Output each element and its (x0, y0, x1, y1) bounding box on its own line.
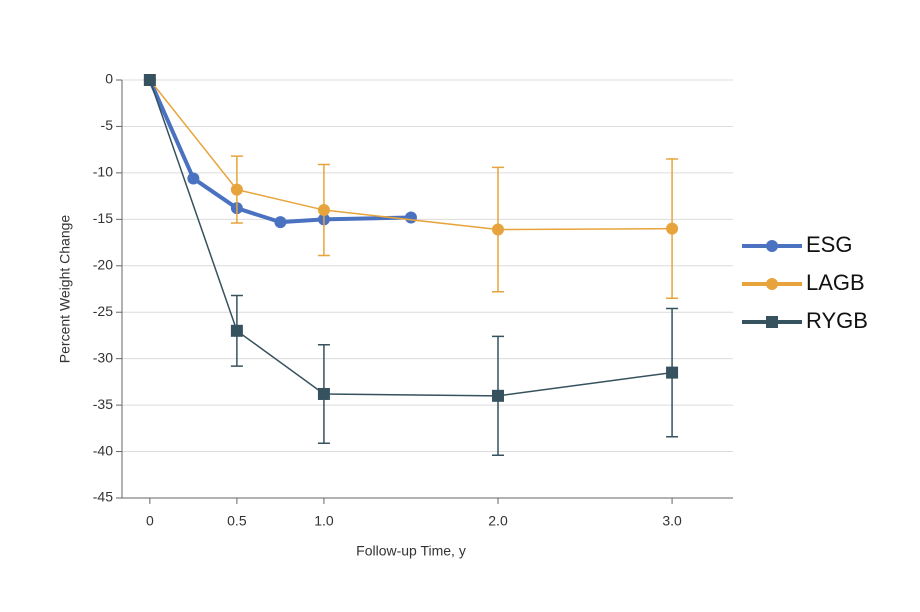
data-point (492, 223, 504, 236)
y-axis-label: Percent Weight Change (57, 215, 73, 364)
y-tick-label: -35 (93, 396, 113, 412)
y-tick-label: -30 (93, 349, 113, 365)
data-point (230, 183, 243, 196)
y-tick-label: -45 (93, 489, 113, 505)
y-tick-label: -20 (93, 256, 113, 272)
x-tick-label: 3.0 (662, 513, 682, 529)
legend-label: LAGB (806, 270, 865, 295)
series-line (148, 79, 412, 225)
data-point (230, 324, 243, 337)
x-tick-label: 2.0 (488, 513, 508, 529)
y-tick-label: -10 (93, 164, 113, 180)
legend-label: ESG (806, 232, 852, 257)
y-tick-label: 0 (105, 71, 113, 87)
y-tick-label: -5 (101, 117, 114, 133)
data-point (404, 211, 417, 224)
x-tick-label: 1.0 (314, 513, 334, 529)
legend-marker (766, 316, 778, 328)
y-tick-label: -15 (93, 210, 113, 226)
data-point (143, 74, 156, 86)
legend-label: RYGB (806, 308, 868, 333)
data-point (666, 222, 679, 235)
series-line (149, 79, 673, 397)
data-point (187, 172, 200, 185)
x-tick-label: 0.5 (227, 513, 247, 529)
legend-marker (766, 278, 778, 290)
y-tick-label: -25 (93, 303, 113, 319)
data-point (317, 387, 330, 400)
data-point (317, 204, 330, 217)
data-point (666, 366, 679, 379)
x-axis-label: Follow-up Time, y (356, 543, 466, 559)
x-tick-label: 0 (146, 513, 154, 529)
data-point (274, 216, 287, 229)
y-tick-label: -40 (93, 442, 113, 458)
legend-marker (766, 240, 778, 252)
series-line (149, 79, 673, 231)
data-point (492, 389, 504, 402)
